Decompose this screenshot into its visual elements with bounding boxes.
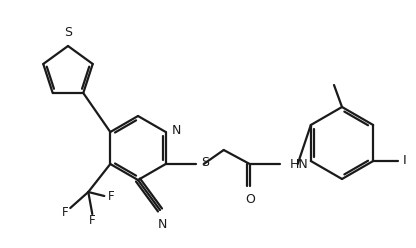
Text: N: N [172, 124, 181, 136]
Text: I: I [403, 155, 407, 167]
Text: F: F [62, 206, 69, 218]
Text: HN: HN [290, 157, 308, 171]
Text: N: N [157, 218, 167, 231]
Text: F: F [89, 214, 96, 226]
Text: O: O [245, 193, 255, 206]
Text: S: S [64, 26, 72, 39]
Text: S: S [201, 156, 209, 169]
Text: F: F [108, 189, 114, 203]
